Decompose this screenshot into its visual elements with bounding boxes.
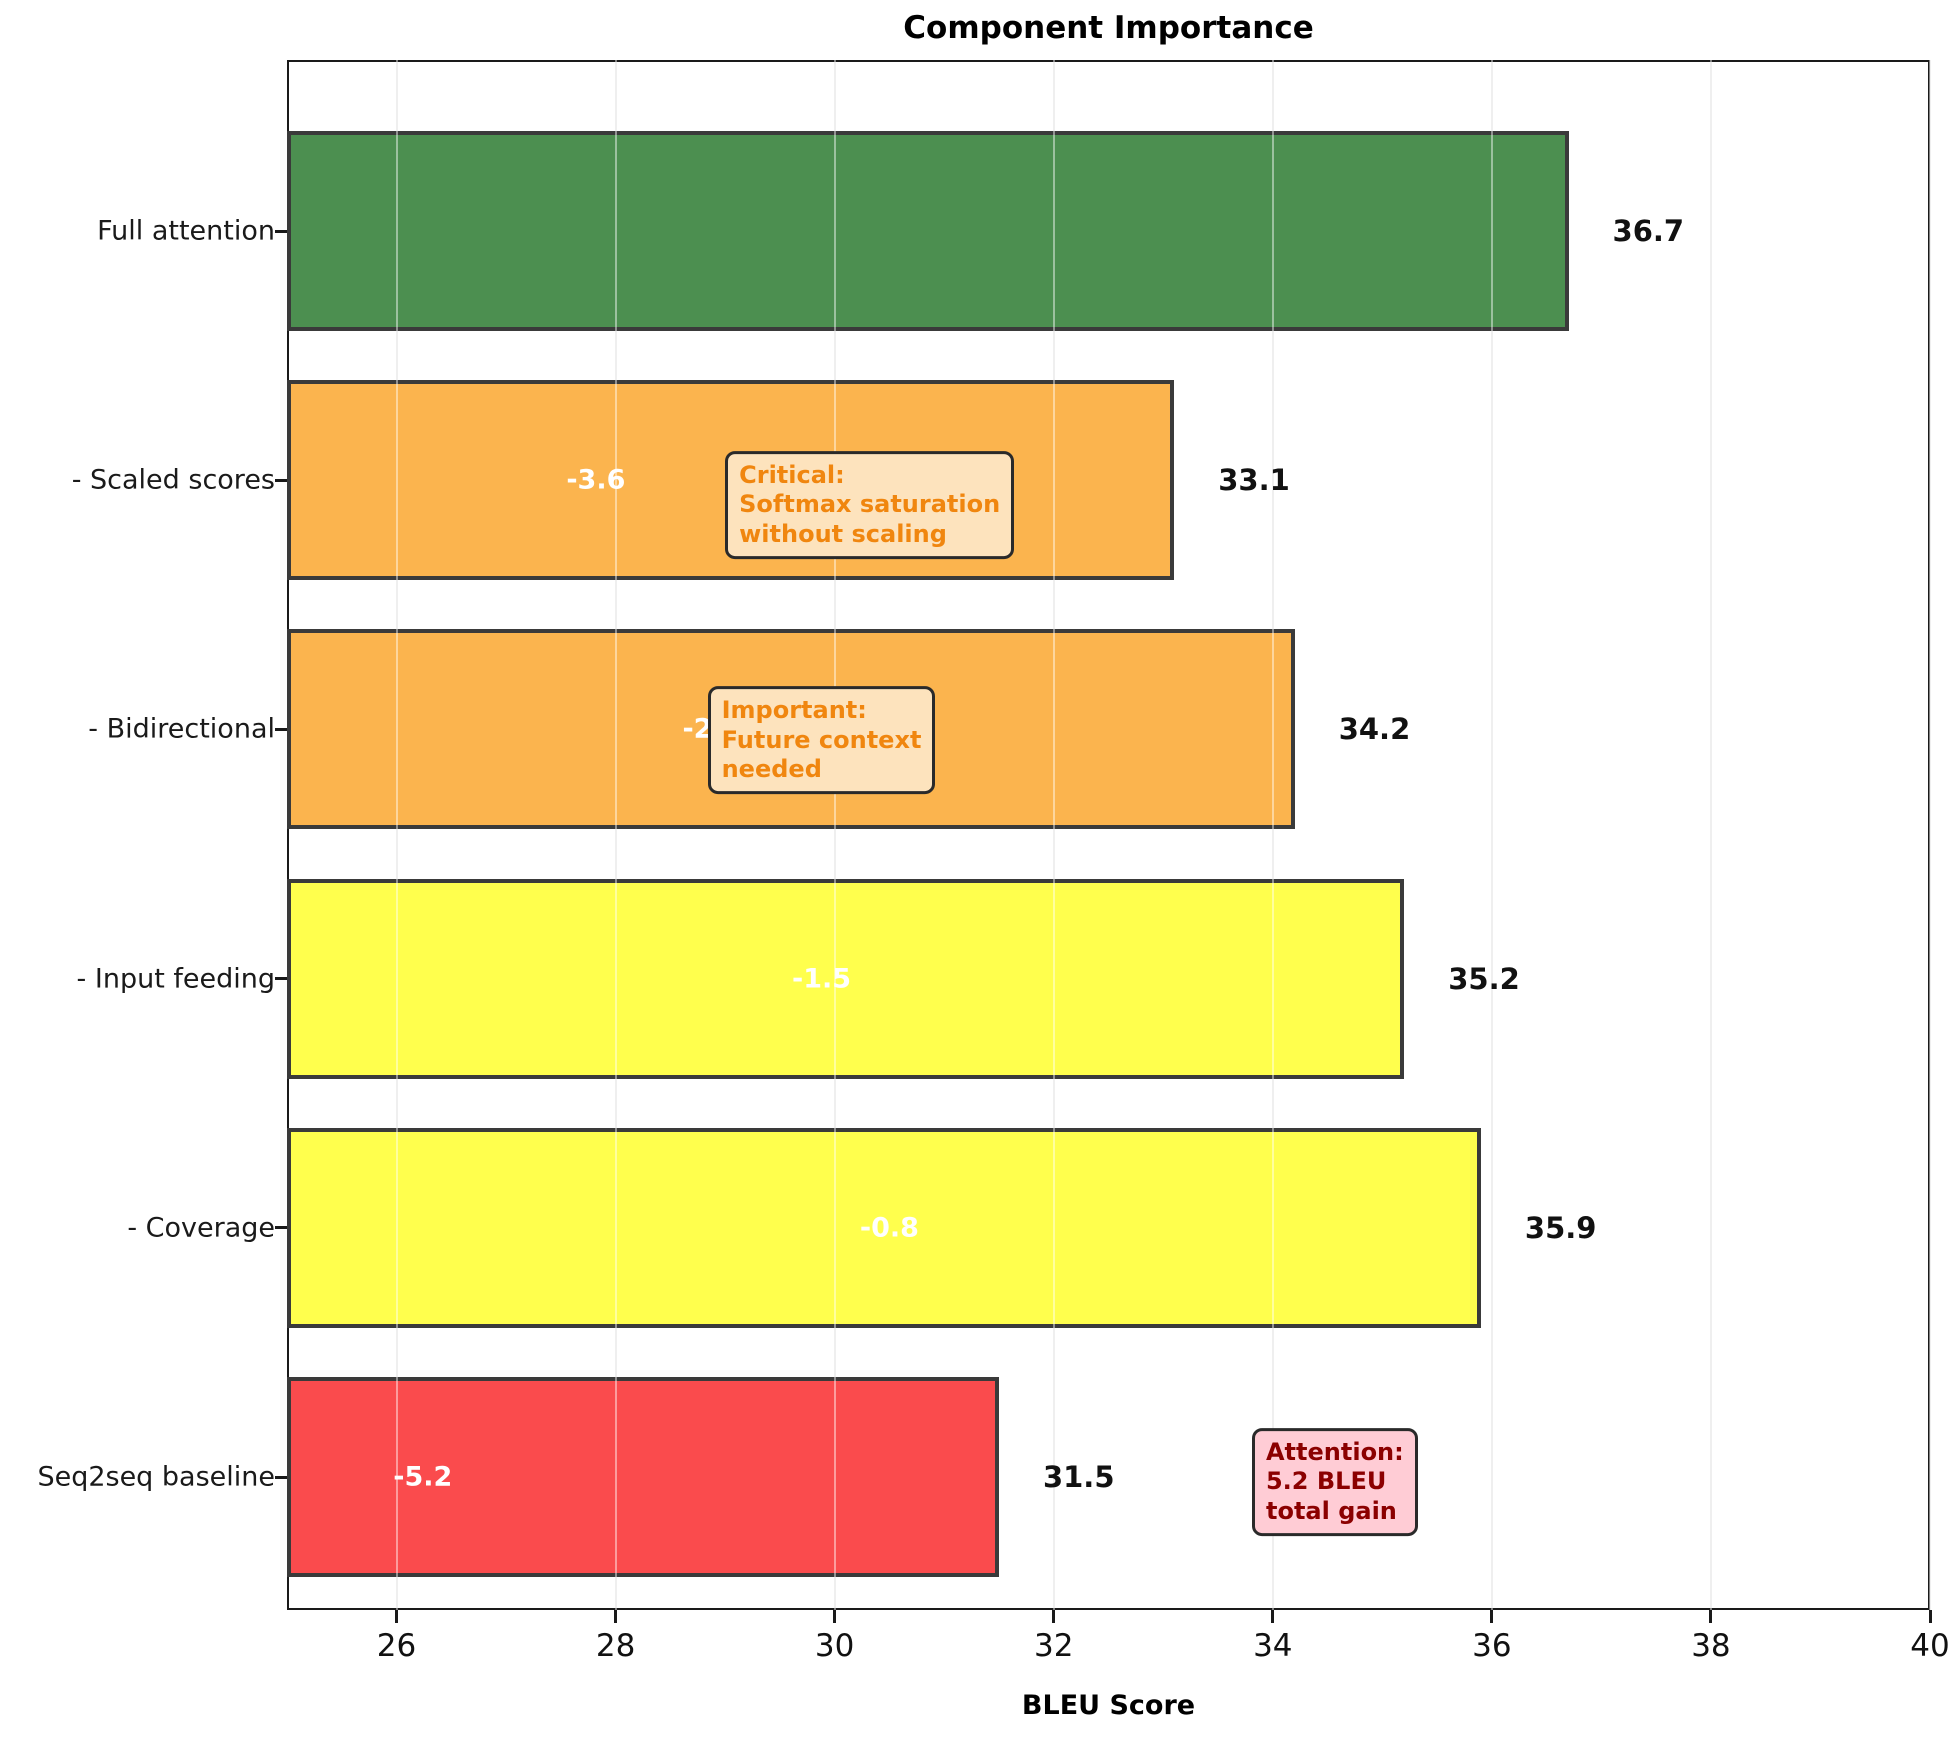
gridline bbox=[833, 60, 836, 1610]
x-tick-label: 30 bbox=[814, 1628, 855, 1664]
bar-value-label: 35.2 bbox=[1448, 961, 1520, 996]
gridline bbox=[614, 60, 617, 1610]
gridline bbox=[1490, 60, 1493, 1610]
x-tick-mark bbox=[1052, 1610, 1056, 1623]
gridline bbox=[395, 60, 398, 1610]
bar-value-label: 36.7 bbox=[1612, 214, 1685, 248]
x-tick-mark bbox=[833, 1610, 837, 1623]
gridline-overlay bbox=[1490, 60, 1493, 1610]
critical-note: Critical: Softmax saturation without sca… bbox=[725, 451, 1015, 560]
x-tick-label: 32 bbox=[1033, 1628, 1074, 1664]
x-tick-mark bbox=[614, 1610, 618, 1623]
y-tick-mark bbox=[275, 977, 287, 981]
y-axis-label-0: Full attention bbox=[97, 215, 275, 247]
y-tick-mark bbox=[275, 478, 287, 482]
gridline-overlay bbox=[1271, 60, 1274, 1610]
gridline-overlay bbox=[614, 60, 617, 1610]
bar-0 bbox=[287, 131, 1569, 331]
y-axis-label-1: - Scaled scores bbox=[71, 464, 275, 496]
x-tick-mark bbox=[1271, 1610, 1275, 1623]
y-axis-label-3: - Input feeding bbox=[76, 963, 275, 995]
y-axis-label-4: - Coverage bbox=[127, 1212, 275, 1244]
x-tick-label: 28 bbox=[595, 1628, 636, 1664]
plot-frame bbox=[287, 60, 1930, 1610]
y-tick-mark bbox=[275, 229, 287, 233]
important-note: Important: Future context needed bbox=[707, 686, 936, 795]
gridline-overlay bbox=[1709, 60, 1712, 1610]
x-tick-mark bbox=[1928, 1610, 1932, 1623]
chart-title: Component Importance bbox=[903, 10, 1314, 46]
bar-value-label: 35.9 bbox=[1524, 1210, 1597, 1245]
bar-value-label: 33.1 bbox=[1218, 463, 1290, 498]
x-tick-mark bbox=[1709, 1610, 1713, 1623]
bar-value-label: 31.5 bbox=[1042, 1460, 1115, 1494]
bar-value-label: 34.2 bbox=[1338, 712, 1411, 747]
gridline bbox=[1929, 60, 1931, 1610]
x-tick-label: 26 bbox=[376, 1628, 417, 1664]
x-tick-mark bbox=[395, 1610, 399, 1623]
x-axis-label: BLEU Score bbox=[1021, 1690, 1196, 1721]
gridline bbox=[1052, 60, 1055, 1610]
bar-delta-label: -0.8 bbox=[859, 1212, 919, 1244]
x-tick-label: 38 bbox=[1691, 1628, 1731, 1664]
y-tick-mark bbox=[275, 1226, 287, 1230]
gridline bbox=[1271, 60, 1274, 1610]
gridline-overlay bbox=[1929, 60, 1931, 1610]
bar-delta-label: -5.2 bbox=[393, 1461, 453, 1493]
bar-5 bbox=[287, 1377, 999, 1577]
x-tick-label: 36 bbox=[1472, 1628, 1512, 1664]
gridline-overlay bbox=[1052, 60, 1055, 1610]
gridline-overlay bbox=[833, 60, 836, 1610]
gridline bbox=[1709, 60, 1712, 1610]
y-tick-mark bbox=[275, 727, 287, 731]
x-tick-label: 40 bbox=[1910, 1628, 1950, 1664]
bar-delta-label: -3.6 bbox=[566, 464, 626, 496]
bar-3 bbox=[287, 878, 1405, 1079]
y-tick-mark bbox=[275, 1475, 287, 1479]
x-tick-mark bbox=[1490, 1610, 1494, 1623]
y-axis-label-2: - Bidirectional bbox=[88, 713, 275, 745]
bar-delta-label: -1.5 bbox=[791, 963, 852, 995]
y-axis-label-5: Seq2seq baseline bbox=[37, 1461, 275, 1493]
attention-gain-note: Attention: 5.2 BLEU total gain bbox=[1251, 1428, 1418, 1536]
x-tick-label: 34 bbox=[1253, 1628, 1293, 1664]
gridline-overlay bbox=[395, 60, 398, 1610]
bar-4 bbox=[287, 1127, 1481, 1328]
